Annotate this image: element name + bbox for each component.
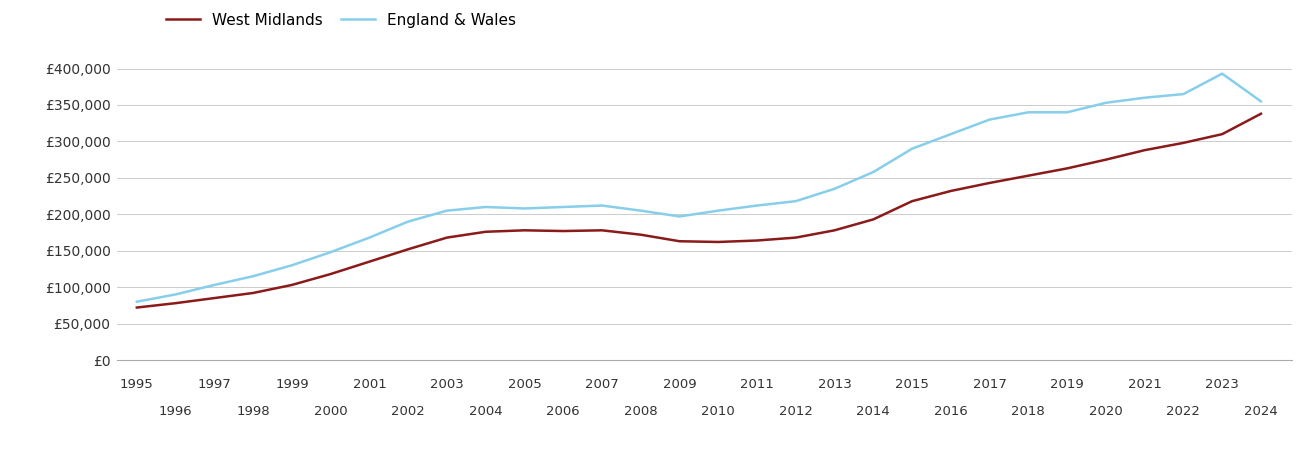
West Midlands <box>1021 173 1036 178</box>
Text: 2020: 2020 <box>1088 405 1122 418</box>
West Midlands <box>788 235 804 240</box>
Text: 2011: 2011 <box>740 378 774 391</box>
England & Wales <box>556 204 572 210</box>
Line: West Midlands: West Midlands <box>137 114 1261 307</box>
England & Wales <box>284 263 300 268</box>
England & Wales <box>904 146 920 151</box>
Text: 1999: 1999 <box>275 378 309 391</box>
Text: 2009: 2009 <box>663 378 697 391</box>
West Midlands <box>478 229 493 234</box>
Text: 2022: 2022 <box>1167 405 1201 418</box>
West Midlands <box>556 228 572 234</box>
West Midlands <box>438 235 454 240</box>
Legend: West Midlands, England & Wales: West Midlands, England & Wales <box>161 7 522 34</box>
West Midlands <box>672 238 688 244</box>
England & Wales <box>981 117 997 122</box>
West Midlands <box>245 290 261 296</box>
West Midlands <box>749 238 765 243</box>
England & Wales <box>633 208 649 213</box>
England & Wales <box>206 282 222 288</box>
Text: 2021: 2021 <box>1128 378 1161 391</box>
West Midlands <box>981 180 997 186</box>
Text: 2002: 2002 <box>392 405 425 418</box>
England & Wales <box>322 249 338 255</box>
Text: 1995: 1995 <box>120 378 154 391</box>
England & Wales <box>594 203 609 208</box>
England & Wales <box>517 206 532 211</box>
West Midlands <box>129 305 145 310</box>
England & Wales <box>944 131 959 137</box>
West Midlands <box>322 271 338 277</box>
Text: 1996: 1996 <box>159 405 192 418</box>
Text: 2014: 2014 <box>856 405 890 418</box>
Text: 2024: 2024 <box>1244 405 1278 418</box>
West Midlands <box>710 239 726 245</box>
West Midlands <box>401 247 416 252</box>
England & Wales <box>478 204 493 210</box>
West Midlands <box>1176 140 1191 146</box>
England & Wales <box>672 214 688 219</box>
Text: 2017: 2017 <box>972 378 1006 391</box>
England & Wales <box>168 292 184 297</box>
England & Wales <box>788 198 804 204</box>
Text: 1998: 1998 <box>236 405 270 418</box>
Text: 2001: 2001 <box>352 378 386 391</box>
Text: 2005: 2005 <box>508 378 542 391</box>
England & Wales <box>1176 91 1191 97</box>
England & Wales <box>1021 110 1036 115</box>
West Midlands <box>1215 131 1231 137</box>
England & Wales <box>438 208 454 213</box>
Text: 2019: 2019 <box>1051 378 1084 391</box>
Text: 2003: 2003 <box>431 378 463 391</box>
Text: 2013: 2013 <box>818 378 851 391</box>
Text: 2016: 2016 <box>934 405 968 418</box>
West Midlands <box>633 232 649 238</box>
England & Wales <box>1253 99 1268 104</box>
England & Wales <box>1060 110 1075 115</box>
Text: 2007: 2007 <box>585 378 619 391</box>
Text: 2006: 2006 <box>547 405 579 418</box>
England & Wales <box>401 219 416 224</box>
Text: 2008: 2008 <box>624 405 658 418</box>
West Midlands <box>206 295 222 301</box>
England & Wales <box>129 299 145 304</box>
Text: 2000: 2000 <box>313 405 347 418</box>
West Midlands <box>361 259 377 264</box>
England & Wales <box>1215 71 1231 76</box>
England & Wales <box>827 186 843 192</box>
Text: 2012: 2012 <box>779 405 813 418</box>
West Midlands <box>1137 148 1152 153</box>
Text: 2010: 2010 <box>701 405 735 418</box>
West Midlands <box>1060 166 1075 171</box>
West Midlands <box>904 198 920 204</box>
Text: 2023: 2023 <box>1206 378 1240 391</box>
West Midlands <box>517 228 532 233</box>
England & Wales <box>710 208 726 213</box>
England & Wales <box>1098 100 1113 105</box>
England & Wales <box>245 274 261 279</box>
West Midlands <box>1098 157 1113 162</box>
West Midlands <box>827 228 843 233</box>
England & Wales <box>1137 95 1152 100</box>
Text: 2018: 2018 <box>1011 405 1045 418</box>
West Midlands <box>168 301 184 306</box>
West Midlands <box>284 282 300 288</box>
Text: 2004: 2004 <box>468 405 502 418</box>
West Midlands <box>1253 111 1268 117</box>
England & Wales <box>865 169 881 175</box>
Line: England & Wales: England & Wales <box>137 74 1261 302</box>
West Midlands <box>594 228 609 233</box>
West Midlands <box>944 188 959 194</box>
England & Wales <box>749 203 765 208</box>
England & Wales <box>361 235 377 240</box>
Text: 2015: 2015 <box>895 378 929 391</box>
West Midlands <box>865 217 881 222</box>
Text: 1997: 1997 <box>197 378 231 391</box>
